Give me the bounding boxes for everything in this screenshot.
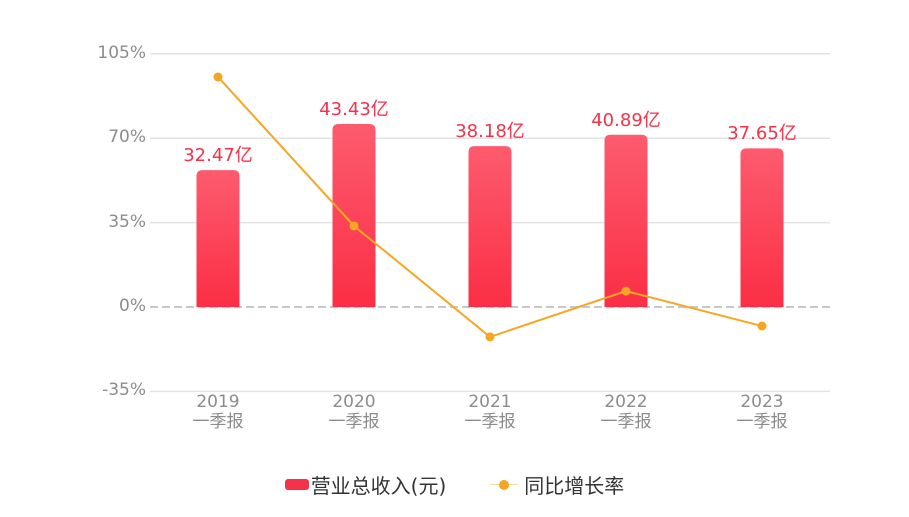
growth-point[interactable] — [349, 221, 359, 231]
bar-value-label: 32.47亿 — [183, 145, 253, 167]
x-tick-label: 2020 一季报 — [328, 392, 380, 432]
legend-label-revenue: 营业总收入(元) — [310, 474, 447, 498]
legend-label-growth: 同比增长率 — [524, 474, 625, 498]
bar-value-label: 38.18亿 — [455, 121, 525, 143]
revenue-bar[interactable] — [196, 170, 240, 307]
legend: 营业总收入(元) 同比增长率 — [0, 470, 909, 499]
revenue-bar[interactable] — [332, 124, 376, 307]
revenue-bar[interactable] — [740, 148, 784, 307]
y-tick-label: 70% — [108, 127, 146, 148]
bar-value-label: 40.89亿 — [591, 109, 661, 131]
revenue-bar[interactable] — [604, 134, 648, 307]
x-tick-label: 2019 一季报 — [192, 392, 244, 432]
bar-series — [196, 124, 784, 307]
growth-point[interactable] — [213, 72, 223, 82]
x-tick-label: 2022 一季报 — [600, 392, 652, 432]
x-tick-label: 2023 一季报 — [736, 392, 788, 432]
legend-item-growth[interactable]: 同比增长率 — [490, 470, 624, 499]
growth-point[interactable] — [485, 332, 495, 342]
y-tick-label: 0% — [119, 296, 146, 316]
revenue-bar[interactable] — [468, 146, 512, 307]
line-series — [213, 72, 767, 342]
growth-point[interactable] — [621, 286, 631, 296]
bar-value-label: 37.65亿 — [727, 123, 797, 145]
bar-value-label: 43.43亿 — [319, 99, 389, 120]
bar-swatch-icon — [284, 479, 309, 490]
y-tick-label: -35% — [102, 380, 146, 401]
x-tick-label: 2021 一季报 — [464, 392, 516, 432]
y-tick-label: 35% — [108, 211, 146, 232]
y-tick-label: 105% — [97, 42, 146, 63]
line-swatch-icon — [490, 479, 519, 491]
growth-point[interactable] — [757, 321, 767, 331]
legend-item-revenue[interactable]: 营业总收入(元) — [284, 470, 447, 499]
